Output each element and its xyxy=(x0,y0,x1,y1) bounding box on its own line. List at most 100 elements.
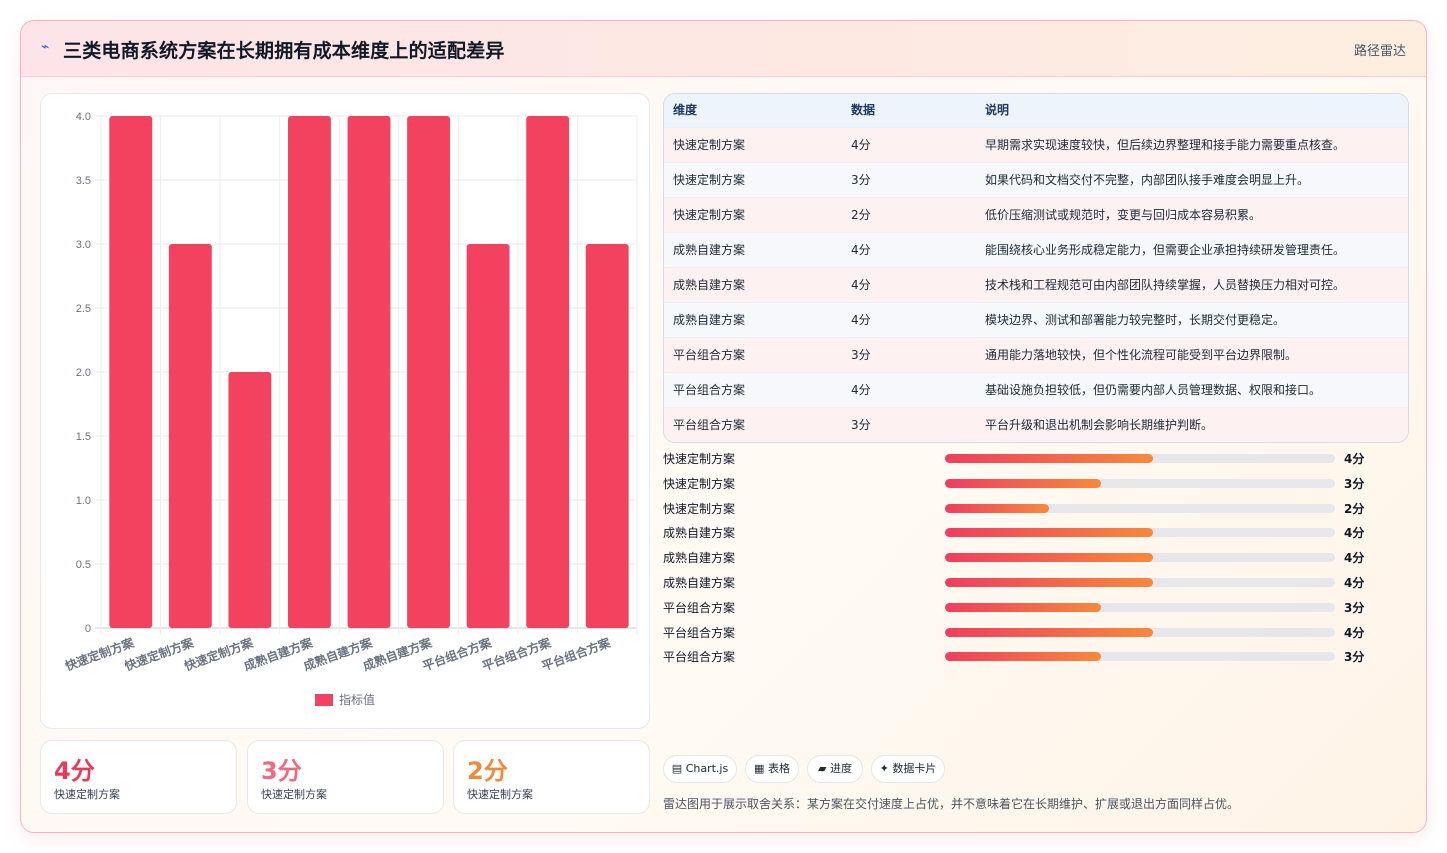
table-cell-value: 4分 xyxy=(851,313,871,327)
chip-label: 数据卡片 xyxy=(892,762,937,775)
table-row: 平台组合方案 4分 基础设施负担较低，但仍需要内部人员管理数据、权限和接口。 xyxy=(664,372,1408,408)
table-cell-description: 如果代码和文档交付不完整，内部团队接手难度会明显上升。 xyxy=(985,173,1310,187)
progress-row: 成熟自建方案 4分 xyxy=(663,548,1407,568)
progress-track xyxy=(945,503,1335,513)
progress-row: 快速定制方案 3分 xyxy=(663,474,1407,494)
lightning-icon: ⌁ xyxy=(41,39,50,55)
chart-icon: ▤ xyxy=(671,762,683,775)
header: ⌁ 三类电商系统方案在长期拥有成本维度上的适配差异 路径雷达 xyxy=(21,21,1426,77)
kpi-label: 快速定制方案 xyxy=(467,788,533,801)
table-cell-value: 2分 xyxy=(851,208,871,222)
progress-fill xyxy=(945,578,1153,587)
progress-fill xyxy=(945,503,1049,513)
progress-track xyxy=(945,627,1335,637)
chip-table[interactable]: ▦ 表格 xyxy=(745,755,799,783)
chip-chartjs[interactable]: ▤ Chart.js xyxy=(663,755,737,783)
table-cell-dimension: 平台组合方案 xyxy=(673,418,746,432)
table-cell-description: 平台升级和退出机制会影响长期维护判断。 xyxy=(985,418,1214,432)
table-cell-description: 低价压缩测试或规范时，变更与回归成本容易积累。 xyxy=(985,208,1262,222)
progress-label: 成熟自建方案 xyxy=(663,526,736,541)
footnote: 雷达图用于展示取舍关系：某方案在交付速度上占优，并不意味着它在长期维护、扩展或退… xyxy=(663,797,1240,811)
chip-progress[interactable]: ▰ 进度 xyxy=(807,755,863,783)
progress-row: 平台组合方案 3分 xyxy=(663,598,1407,618)
table-cell-dimension: 平台组合方案 xyxy=(673,383,746,397)
bar xyxy=(585,244,629,628)
progress-fill xyxy=(945,454,1153,463)
table-cell-dimension: 快速定制方案 xyxy=(673,173,746,187)
progress-value: 4分 xyxy=(1344,526,1365,541)
legend-label: 指标值 xyxy=(339,692,375,707)
table-header-dimension: 维度 xyxy=(673,103,698,117)
table-cell-value: 3分 xyxy=(851,418,871,432)
progress-track xyxy=(945,553,1335,563)
table-cell-value: 3分 xyxy=(851,348,871,362)
progress-label: 平台组合方案 xyxy=(663,625,736,640)
kpi-card: 4分 快速定制方案 xyxy=(40,740,237,814)
chip-data-card[interactable]: ✦ 数据卡片 xyxy=(871,755,945,783)
progress-fill xyxy=(945,528,1153,538)
progress-label: 平台组合方案 xyxy=(663,600,736,615)
chip-label: Chart.js xyxy=(685,762,729,775)
table-cell-dimension: 快速定制方案 xyxy=(673,208,746,222)
bar xyxy=(466,244,510,628)
progress-track xyxy=(945,454,1335,463)
progress-fill xyxy=(945,652,1101,662)
table-header-data: 数据 xyxy=(851,103,876,117)
table-row: 平台组合方案 3分 通用能力落地较快，但个性化流程可能受到平台边界限制。 xyxy=(664,337,1408,373)
progress-track xyxy=(945,602,1335,612)
bar xyxy=(288,116,331,628)
kpi-value: 4分 xyxy=(54,757,95,785)
table-cell-description: 模块边界、测试和部署能力较完整时，长期交付更稳定。 xyxy=(985,313,1286,327)
table-icon: ▦ xyxy=(754,762,765,775)
data-table: 维度 数据 说明 快速定制方案 4分 早期需求实现速度较快，但后续边界整理和接手能力… xyxy=(663,93,1409,443)
table-cell-value: 4分 xyxy=(851,383,871,397)
progress-label: 平台组合方案 xyxy=(663,650,736,665)
kpi-label: 快速定制方案 xyxy=(261,788,327,801)
progress-label: 快速定制方案 xyxy=(663,476,736,491)
y-tick-label: 1.0 xyxy=(76,495,91,507)
x-tick-label: 平台组合方案 xyxy=(539,634,613,673)
progress-value: 4分 xyxy=(1344,625,1365,640)
table-cell-description: 技术栈和工程规范可由内部团队持续掌握，人员替换压力相对可控。 xyxy=(985,278,1346,292)
y-tick-label: 3.5 xyxy=(76,175,91,187)
table-cell-description: 通用能力落地较快，但个性化流程可能受到平台边界限制。 xyxy=(985,348,1298,362)
view-tag[interactable]: 路径雷达 xyxy=(1353,44,1406,59)
y-tick-label: 0.5 xyxy=(76,559,91,571)
progress-value: 3分 xyxy=(1344,476,1365,491)
table-cell-dimension: 成熟自建方案 xyxy=(673,278,746,292)
kpi-value: 2分 xyxy=(467,757,508,785)
progress-value: 2分 xyxy=(1344,501,1365,516)
table-row: 成熟自建方案 4分 能围绕核心业务形成稳定能力，但需要企业承担持续研发管理责任。 xyxy=(664,232,1408,268)
table-cell-description: 能围绕核心业务形成稳定能力，但需要企业承担持续研发管理责任。 xyxy=(985,243,1346,257)
progress-track xyxy=(945,478,1335,488)
table-row: 快速定制方案 4分 早期需求实现速度较快，但后续边界整理和接手能力需要重点核查。 xyxy=(664,127,1408,163)
progress-row: 成熟自建方案 4分 xyxy=(663,573,1407,593)
table-row: 成熟自建方案 4分 模块边界、测试和部署能力较完整时，长期交付更稳定。 xyxy=(664,302,1408,338)
bar xyxy=(168,244,212,628)
progress-label: 快速定制方案 xyxy=(663,452,736,466)
kpi-card: 2分 快速定制方案 xyxy=(453,740,650,814)
y-tick-label: 4.0 xyxy=(76,111,91,123)
bar xyxy=(228,372,272,628)
progress-label: 成熟自建方案 xyxy=(663,551,736,566)
table-row: 成熟自建方案 4分 技术栈和工程规范可由内部团队持续掌握，人员替换压力相对可控。 xyxy=(664,267,1408,303)
table-row: 平台组合方案 3分 平台升级和退出机制会影响长期维护判断。 xyxy=(664,407,1408,442)
table-cell-description: 基础设施负担较低，但仍需要内部人员管理数据、权限和接口。 xyxy=(985,383,1322,397)
table-cell-value: 4分 xyxy=(851,243,871,257)
table-row: 快速定制方案 3分 如果代码和文档交付不完整，内部团队接手难度会明显上升。 xyxy=(664,162,1408,198)
progress-value: 3分 xyxy=(1344,650,1365,665)
bar xyxy=(347,116,391,628)
progress-fill xyxy=(945,602,1101,612)
progress-row: 快速定制方案 2分 xyxy=(663,499,1407,519)
progress-track xyxy=(945,528,1335,538)
progress-fill xyxy=(945,627,1153,637)
dashboard-panel: ⌁ 三类电商系统方案在长期拥有成本维度上的适配差异 路径雷达 0 0.5 1.0 1.… xyxy=(20,20,1427,833)
progress-label: 成熟自建方案 xyxy=(663,576,736,590)
bar-chart-card: 0 0.5 1.0 1.5 2.0 2.5 3.0 3.5 4.0 快速定制方案 快速定制方案 快速定… xyxy=(40,93,650,729)
page-title: 三类电商系统方案在长期拥有成本维度上的适配差异 xyxy=(63,40,505,62)
chip-label: 进度 xyxy=(829,762,852,775)
table-row: 快速定制方案 2分 低价压缩测试或规范时，变更与回归成本容易积累。 xyxy=(664,197,1408,233)
progress-row: 平台组合方案 4分 xyxy=(663,623,1407,643)
table-cell-value: 3分 xyxy=(851,173,871,187)
y-tick-label: 3.0 xyxy=(76,239,91,251)
